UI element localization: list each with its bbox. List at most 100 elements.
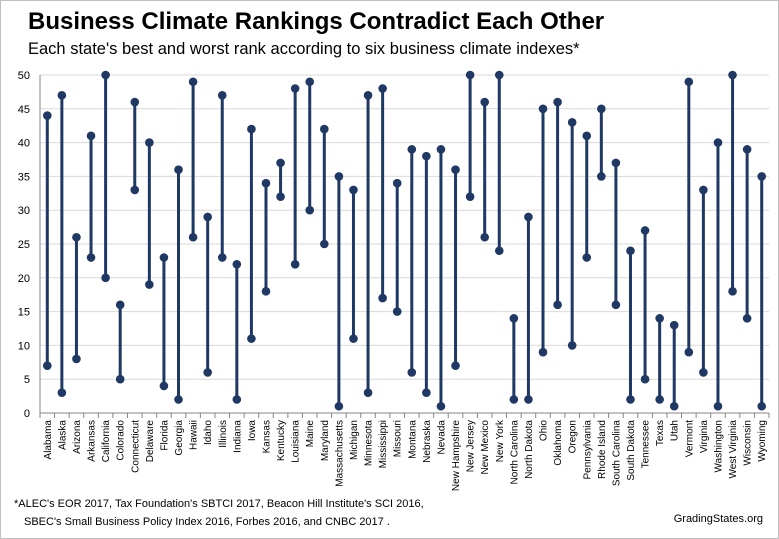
x-tick-label-north-dakota: North Dakota [524,420,535,479]
best-rank-point-indiana [232,395,242,404]
x-tick-label-missouri: Missouri [393,420,404,457]
y-tick-labels: 0 5 10 15 20 25 30 35 40 45 50 [18,70,30,420]
worst-rank-point-pennsylvania [582,131,592,141]
best-rank-point-alaska [57,388,67,398]
worst-rank-point-washington [713,138,723,147]
worst-rank-point-arkansas [86,131,96,141]
state-range-new-mexico [480,97,489,242]
state-range-ohio [538,104,548,357]
y-tick-label-30: 30 [18,205,30,217]
state-range-south-carolina [611,158,621,310]
best-rank-point-south-dakota [626,395,635,404]
x-tick-label-kansas: Kansas [261,420,272,453]
x-tick-label-minnesota: Minnesota [364,420,375,467]
worst-rank-point-indiana [232,259,242,269]
best-rank-point-massachusetts [334,401,344,411]
x-tick-label-colorado: Colorado [116,420,127,461]
worst-rank-point-kansas [261,178,271,188]
best-rank-point-wisconsin [742,314,752,323]
worst-rank-point-maine [305,77,315,87]
best-rank-point-rhode-island [597,172,606,181]
worst-rank-point-tennessee [640,226,650,235]
x-tick-label-iowa: Iowa [247,420,258,442]
best-rank-point-north-carolina [509,395,519,404]
x-tick-label-mississippi: Mississippi [378,420,389,468]
state-range-vermont [684,77,694,357]
state-range-arizona [72,232,81,364]
best-rank-point-maine [305,205,315,215]
best-rank-point-georgia [174,395,183,404]
x-tick-label-idaho: Idaho [203,420,214,445]
worst-rank-point-wisconsin [742,145,752,154]
worst-rank-point-kentucky [276,158,285,168]
worst-rank-point-virginia [699,185,708,195]
best-rank-point-west-virginia [728,287,737,296]
best-rank-point-minnesota [363,388,373,398]
best-rank-point-michigan [349,334,358,343]
gridlines [40,74,769,380]
best-rank-point-florida [159,381,169,391]
x-tick-label-indiana: Indiana [232,420,243,453]
state-range-georgia [174,165,183,404]
worst-rank-point-oregon [567,118,577,127]
worst-rank-point-mississippi [378,84,387,93]
y-tick-label-45: 45 [18,104,30,116]
best-rank-point-alabama [42,361,52,370]
state-range-maryland [320,124,329,249]
state-range-missouri [392,178,402,316]
state-range-louisiana [290,84,300,269]
state-range-massachusetts [334,172,344,411]
state-range-arkansas [86,131,96,262]
worst-rank-point-minnesota [363,90,373,100]
worst-rank-point-idaho [203,212,212,222]
worst-rank-point-nebraska [422,151,431,161]
best-rank-point-vermont [684,347,694,357]
best-rank-point-illinois [217,253,227,262]
x-tick-label-kentucky: Kentucky [276,420,287,461]
chart-title: Business Climate Rankings Contradict Eac… [28,8,605,35]
worst-rank-point-hawaii [188,77,198,87]
best-rank-point-arizona [72,354,81,364]
x-tick-label-new-mexico: New Mexico [480,420,491,475]
best-rank-point-kentucky [276,192,285,201]
state-range-california [101,70,110,283]
x-tick-label-wisconsin: Wisconsin [743,420,754,466]
state-range-michigan [349,185,358,343]
x-tick-label-pennsylvania: Pennsylvania [582,420,593,480]
x-tick-label-florida: Florida [159,420,170,451]
y-tick-label-5: 5 [24,374,30,386]
worst-rank-point-missouri [392,178,402,188]
best-rank-point-hawaii [188,232,198,242]
state-range-nevada [436,145,446,411]
x-tick-label-arizona: Arizona [72,420,83,454]
data-marks [42,70,767,411]
worst-rank-point-ohio [538,104,548,114]
best-rank-point-wyoming [757,401,767,411]
best-rank-point-colorado [115,374,125,384]
state-range-oregon [567,118,577,350]
x-tick-label-california: California [101,420,112,463]
worst-rank-point-illinois [217,90,227,100]
x-tick-label-georgia: Georgia [174,420,185,456]
source-credit: GradingStates.org [673,513,763,525]
y-tick-label-35: 35 [18,171,30,183]
state-range-south-dakota [626,246,635,404]
y-tick-label-50: 50 [18,70,30,82]
state-range-kansas [261,178,271,296]
x-tick-label-montana: Montana [407,420,418,459]
x-tick-label-south-carolina: South Carolina [611,420,622,487]
best-rank-point-washington [713,401,723,411]
x-tick-label-vermont: Vermont [684,420,695,457]
worst-rank-point-california [101,70,110,80]
best-rank-point-idaho [203,368,212,377]
best-rank-point-montana [407,368,417,377]
worst-rank-point-colorado [115,300,125,310]
state-range-virginia [699,185,708,377]
best-rank-point-new-hampshire [451,361,460,370]
best-rank-point-mississippi [378,293,387,303]
best-rank-point-california [101,273,110,283]
state-range-alabama [42,111,52,370]
best-rank-point-utah [669,401,679,411]
x-tick-label-new-york: New York [495,419,506,462]
worst-rank-point-massachusetts [334,172,344,181]
